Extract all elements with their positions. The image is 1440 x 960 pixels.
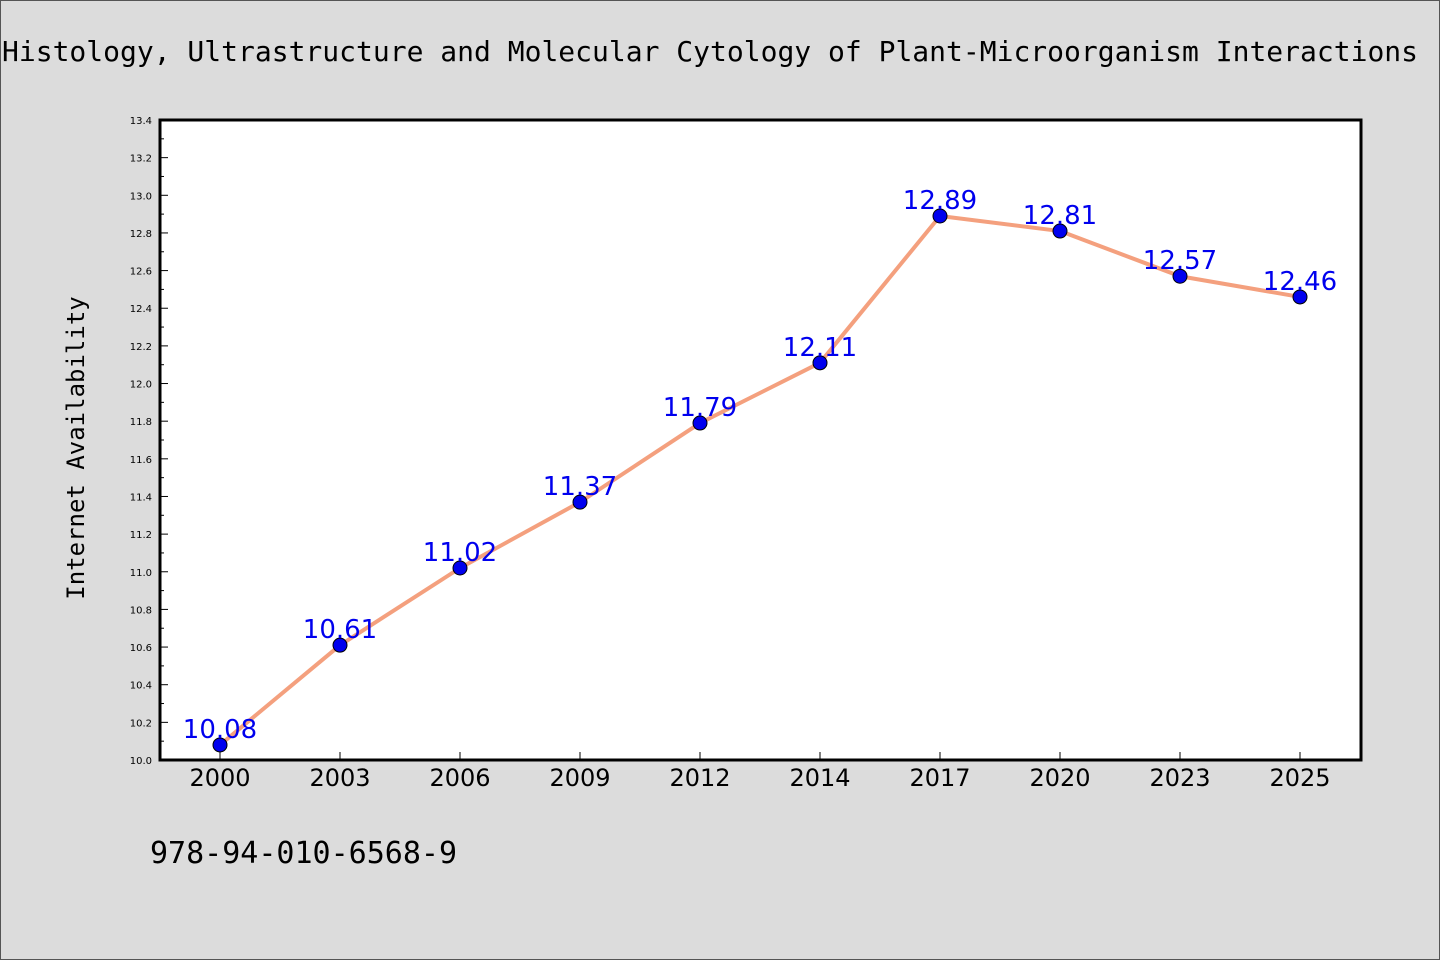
y-axis-title: Internet Availability xyxy=(62,296,90,599)
data-label: 12.57 xyxy=(1143,246,1217,276)
y-tick-label: 13.2 xyxy=(130,154,152,165)
data-point xyxy=(1292,289,1308,305)
data-label: 10.08 xyxy=(183,715,257,745)
data-label: 11.02 xyxy=(423,538,497,568)
data-point xyxy=(812,355,828,371)
series-line xyxy=(218,214,1302,747)
y-tick-label: 10.2 xyxy=(130,718,152,729)
x-tick-label: 2003 xyxy=(309,764,370,792)
y-tick-label: 13.0 xyxy=(130,191,152,202)
data-point xyxy=(932,208,948,224)
data-point xyxy=(572,494,588,510)
data-label: 12.11 xyxy=(783,333,857,363)
x-axis: 2000 2003 2006 2009 2012 2014 2017 2020 2023 2025 xyxy=(189,752,1331,792)
y-tick-label: 11.8 xyxy=(130,417,152,428)
x-tick-label: 2014 xyxy=(789,764,850,792)
y-tick-label: 12.0 xyxy=(130,380,152,391)
data-label: 12.89 xyxy=(903,186,977,216)
chart-title: Histology, Ultrastructure and Molecular … xyxy=(2,35,1419,68)
x-tick-label: 2023 xyxy=(1149,764,1210,792)
y-tick-label: 10.8 xyxy=(130,605,152,616)
data-point xyxy=(1052,223,1068,239)
y-tick-label: 11.4 xyxy=(130,492,152,503)
y-tick-label: 11.2 xyxy=(130,530,152,541)
y-tick-label: 10.6 xyxy=(130,643,152,654)
y-tick-label: 13.4 xyxy=(130,116,152,127)
x-tick-label: 2009 xyxy=(549,764,610,792)
y-tick-label: 10.4 xyxy=(130,681,152,692)
y-tick-label: 12.2 xyxy=(130,342,152,353)
x-tick-label: 2025 xyxy=(1269,764,1330,792)
data-point xyxy=(332,637,348,653)
data-label: 12.46 xyxy=(1263,267,1337,297)
plot-border xyxy=(158,118,1363,762)
data-label: 10.61 xyxy=(303,615,377,645)
x-tick-label: 2020 xyxy=(1029,764,1090,792)
y-tick-label: 11.0 xyxy=(130,568,152,579)
series-layer: 10.08 10.61 11.02 11.37 11.79 12.11 12.89 12.81… xyxy=(183,186,1337,753)
data-label: 11.79 xyxy=(663,393,737,423)
data-point xyxy=(1172,268,1188,284)
data-label: 11.37 xyxy=(543,472,617,502)
x-tick-label: 2006 xyxy=(429,764,490,792)
x-tick-label: 2017 xyxy=(909,764,970,792)
y-tick-label: 11.6 xyxy=(130,455,152,466)
isbn-text: 978-94-010-6568-9 xyxy=(150,836,458,871)
data-point xyxy=(692,415,708,431)
y-tick-label: 10.0 xyxy=(130,756,152,767)
data-point xyxy=(452,560,468,576)
x-tick-label: 2000 xyxy=(189,764,250,792)
y-tick-label: 12.8 xyxy=(130,229,152,240)
y-tick-label: 12.6 xyxy=(130,267,152,278)
plot-area xyxy=(160,120,1361,760)
x-tick-label: 2012 xyxy=(669,764,730,792)
data-label: 12.81 xyxy=(1023,201,1097,231)
data-point xyxy=(212,737,228,753)
y-tick-label: 12.4 xyxy=(130,304,152,315)
